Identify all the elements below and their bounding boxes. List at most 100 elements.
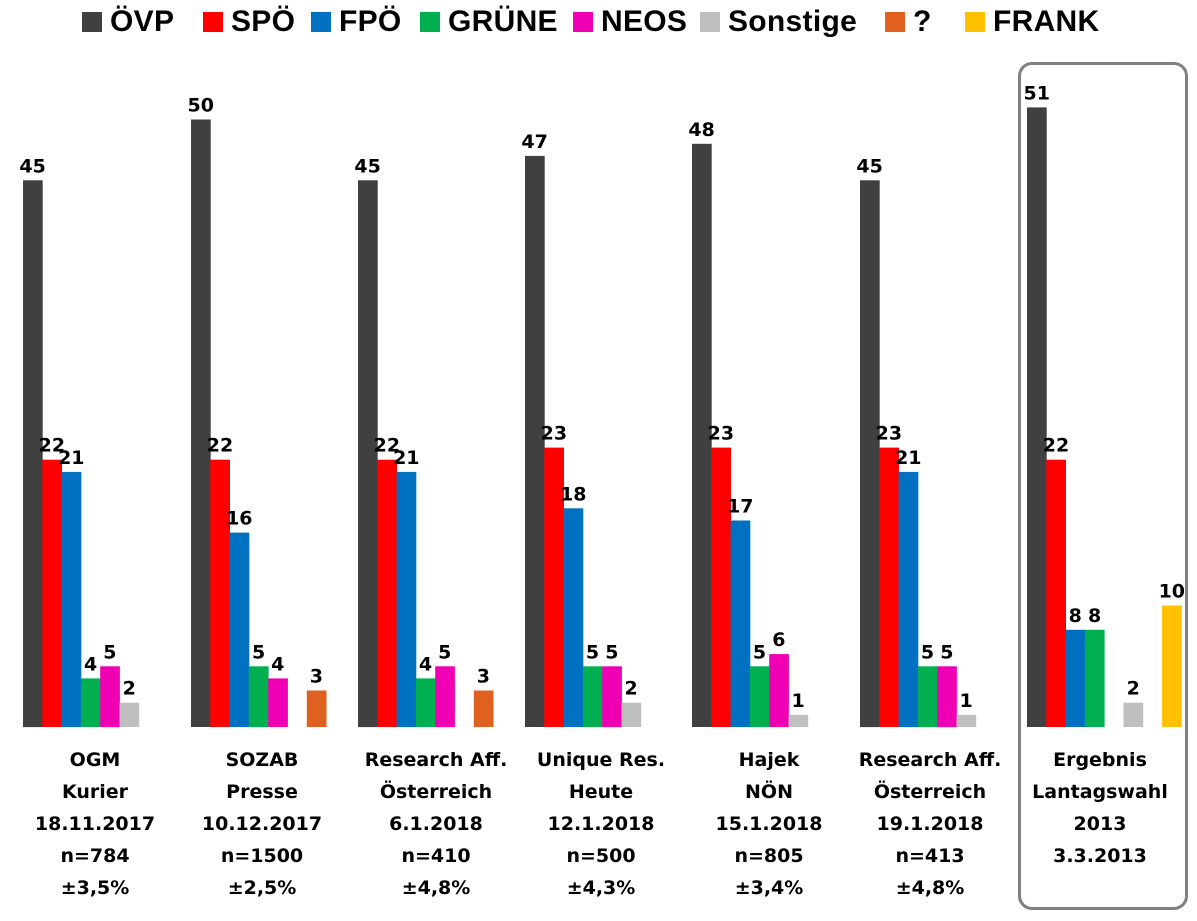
category-label-line: Heute [568,781,634,803]
bar [435,666,455,728]
bar [1065,629,1086,727]
bar [917,666,938,728]
category-label-line: n=805 [734,845,804,867]
bar [1162,605,1182,727]
legend-item: GRÜNE [420,3,558,41]
bar [860,180,880,728]
bar [879,447,899,727]
bar [692,143,712,728]
data-label: 45 [856,155,882,177]
data-label: 21 [895,447,921,469]
data-label: 3 [477,666,490,688]
category-label-line: 19.1.2018 [876,813,984,835]
category-label-line: n=784 [60,845,130,867]
bar [956,714,977,728]
bar [898,471,919,728]
data-label: 1 [791,690,804,712]
legend-swatch [965,12,985,32]
data-label: 21 [58,447,84,469]
data-label: 5 [103,641,116,663]
category-label: Unique Res. Heute 12.1.2018 n=500 ±4,3% [516,744,686,904]
data-label: 4 [419,653,432,675]
data-label: 21 [393,447,419,469]
data-label: 4 [271,653,284,675]
category-label-line: Ergebnis [1053,749,1147,771]
category-label-line: 3.3.2013 [1053,845,1147,867]
category-label-line: Österreich [873,781,987,803]
category-label: SOZAB Presse 10.12.2017 n=1500 ±2,5% [177,744,347,904]
category-label-line: Unique Res. [536,749,666,771]
category-label-line: n=500 [566,845,636,867]
category-label-line: NÖN [745,781,793,803]
data-label: 3 [310,666,323,688]
category-label: Research Aff. Österreich 6.1.2018 n=410 ±4,8… [351,744,521,904]
bar [191,119,211,727]
category-label-line: n=1500 [220,845,304,867]
category-label-line: n=413 [895,845,965,867]
data-label: 8 [1069,605,1082,627]
category-label-line: Research Aff. [858,749,1002,771]
data-label: 22 [207,435,233,457]
bar [23,180,43,728]
data-label: 50 [187,95,213,117]
legend-label: SPÖ [231,5,296,38]
bar [306,690,327,727]
data-label: 4 [84,653,97,675]
category-label-line: Presse [226,781,298,803]
data-label: 5 [753,641,766,663]
category-label-line: ±3,5% [60,877,130,899]
bar [730,520,751,728]
bar [119,702,140,727]
bar [229,532,250,727]
bar [100,666,120,728]
bar [61,471,82,728]
data-label: 22 [39,435,65,457]
bar [749,666,770,728]
bar [1027,107,1047,727]
category-label-line: 2013 [1073,813,1127,835]
legend-swatch [420,12,440,32]
category-label: Ergebnis Lantagswahl 2013 3.3.2013 [1015,744,1185,872]
bar [711,447,731,727]
data-label: 17 [727,496,753,518]
category-label-line: ±4,8% [895,877,965,899]
category-label-line: SOZAB [225,749,299,771]
bar [525,155,545,727]
bar [621,702,642,727]
election-result-highlight-box [1018,62,1188,910]
data-label: 23 [708,423,734,445]
legend-item: FRANK [965,3,1100,41]
data-label: 6 [772,629,785,651]
legend-item: FPÖ [311,3,402,41]
category-label-line: OGM [69,749,121,771]
legend-swatch [82,12,102,32]
bar [415,678,436,727]
data-label: 16 [226,508,252,530]
data-label: 5 [921,641,934,663]
data-label: 51 [1023,82,1049,104]
bar [1046,459,1066,727]
data-label: 45 [19,155,45,177]
category-label-line: 10.12.2017 [201,813,323,835]
legend-label: ? [913,5,932,38]
data-label: 1 [959,690,972,712]
bar [544,447,564,727]
data-label: 8 [1088,605,1101,627]
legend-item: NEOS [573,3,687,41]
category-label: OGM Kurier 18.11.2017 n=784 ±3,5% [10,744,180,904]
legend-item: ÖVP [82,3,174,41]
bar [80,678,101,727]
category-label-line: 15.1.2018 [715,813,823,835]
bar [582,666,603,728]
category-label-line: ±2,5% [227,877,297,899]
data-label: 2 [1127,678,1140,700]
bar [210,459,230,727]
legend-swatch [700,12,720,32]
bar [769,654,789,727]
data-label: 48 [688,119,714,141]
legend-item: Sonstige [700,3,857,41]
bar [358,180,378,728]
data-label: 5 [438,641,451,663]
legend-label: GRÜNE [448,5,558,38]
